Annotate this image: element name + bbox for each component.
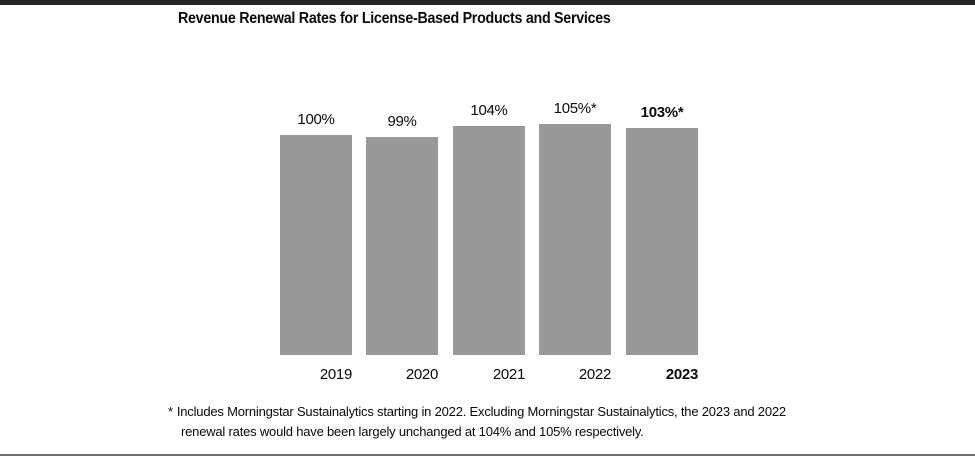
chart-title: Revenue Renewal Rates for License-Based … bbox=[178, 10, 611, 27]
footnote-text-line-1: Includes Morningstar Sustainalytics star… bbox=[176, 404, 786, 419]
bar-2023 bbox=[626, 128, 698, 355]
bar-year-label-2023: 2023 bbox=[665, 366, 698, 383]
bar-year-label-2020: 2020 bbox=[405, 366, 438, 383]
bar-value-label-2022: 105%* bbox=[553, 100, 597, 117]
bar-value-label-2020: 99% bbox=[387, 113, 417, 130]
footnote-text-line-2: renewal rates would have been largely un… bbox=[181, 424, 644, 439]
bar-2020 bbox=[366, 137, 438, 355]
footnote-asterisk: * bbox=[168, 404, 173, 419]
bottom-rule bbox=[0, 454, 975, 456]
bar-value-label-2021: 104% bbox=[470, 102, 508, 119]
footnote-line-1: * Includes Morningstar Sustainalytics sta… bbox=[168, 402, 786, 422]
bar-2022 bbox=[539, 124, 611, 355]
bar-value-label-2019: 100% bbox=[297, 111, 335, 128]
bar-year-label-2019: 2019 bbox=[319, 366, 352, 383]
bar-year-label-2022: 2022 bbox=[578, 366, 611, 383]
footnote: * Includes Morningstar Sustainalytics sta… bbox=[168, 402, 786, 442]
bar-value-label-2023: 103%* bbox=[640, 104, 684, 121]
bar-2019 bbox=[280, 135, 352, 355]
top-rule bbox=[0, 0, 975, 5]
bar-2021 bbox=[453, 126, 525, 355]
bar-year-label-2021: 2021 bbox=[492, 366, 525, 383]
